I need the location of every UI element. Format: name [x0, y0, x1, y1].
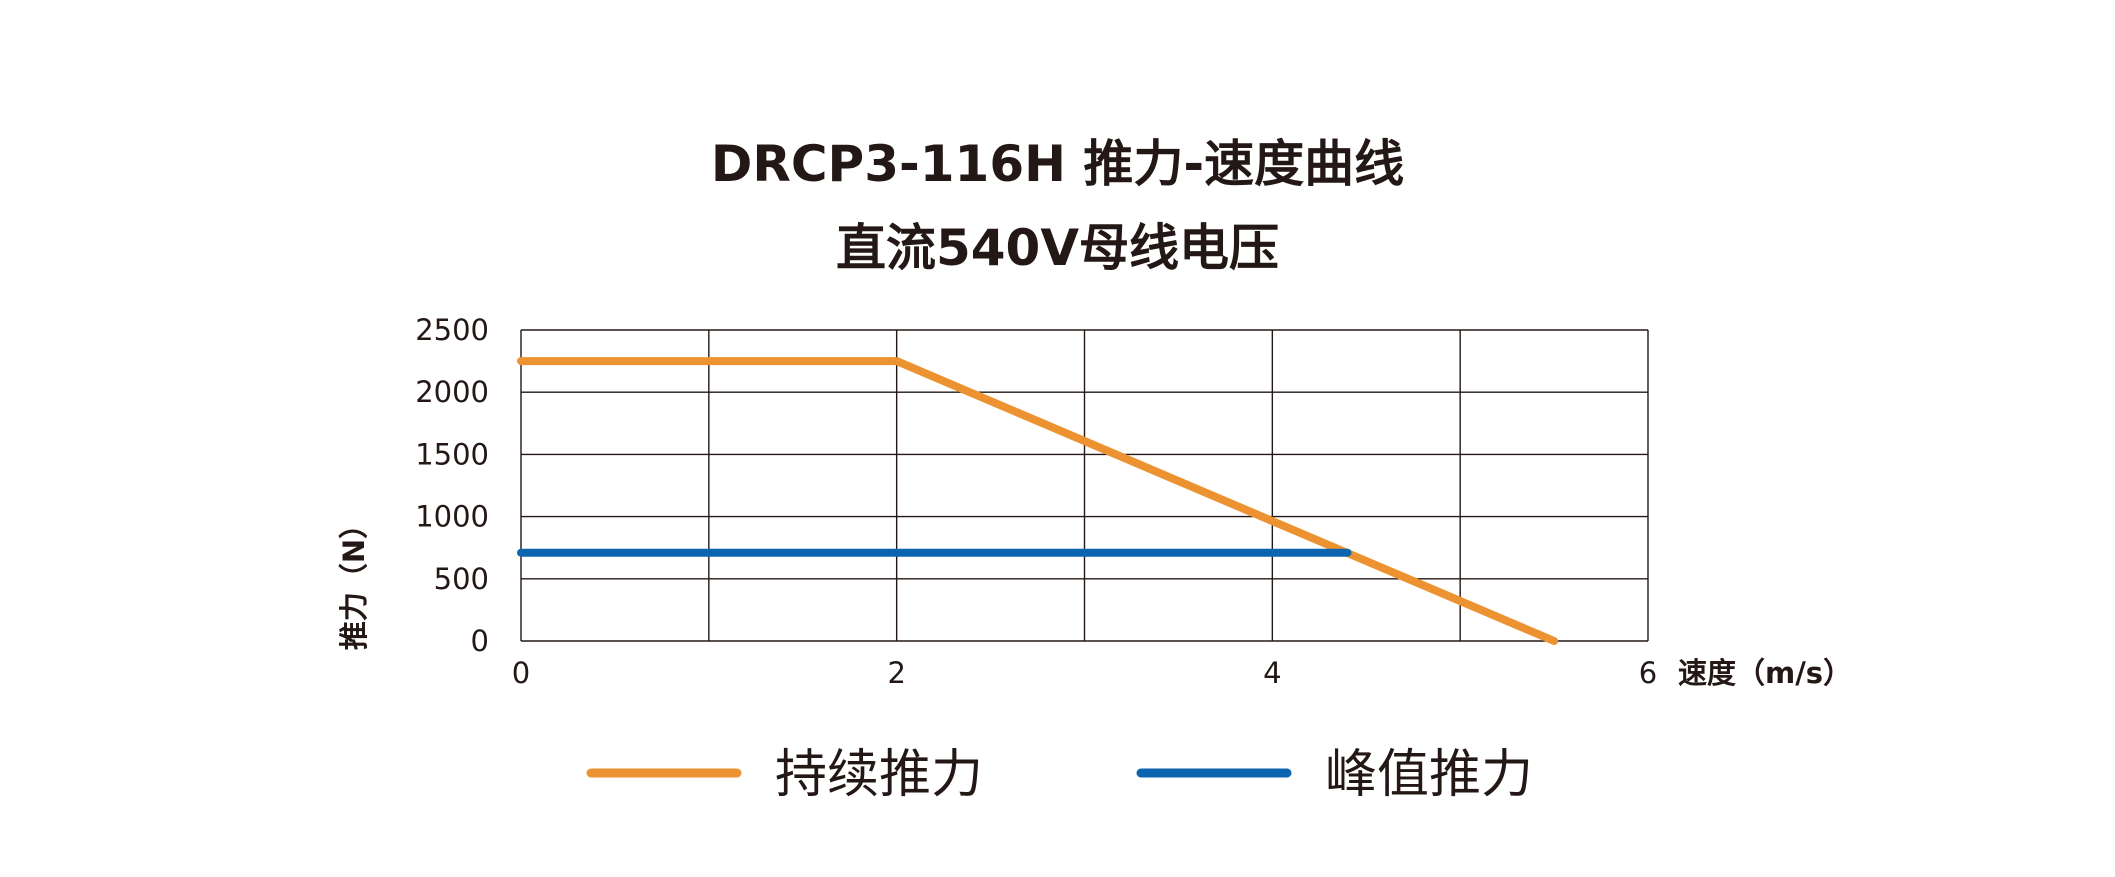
y-tick-labels: 0 500 1000 1500 2000 2500 — [415, 313, 489, 658]
x-tick-label: 6 — [1639, 656, 1657, 690]
grid — [520, 329, 1649, 642]
chart-title-block: DRCP3-116H 推力-速度曲线 直流540V母线电压 — [0, 122, 2115, 290]
series-lines — [517, 357, 1559, 645]
y-tick-label: 500 — [434, 562, 489, 596]
y-tick-label: 1500 — [415, 437, 489, 471]
x-axis-title: 速度（m/s） — [1678, 656, 1852, 690]
x-tick-labels: 0 2 4 6 — [512, 656, 1657, 690]
legend-item: 峰值推力 — [1136, 745, 1533, 805]
series-line-1 — [517, 357, 1559, 645]
chart-title: DRCP3-116H 推力-速度曲线 — [710, 135, 1405, 193]
x-tick-label: 0 — [512, 656, 530, 690]
x-tick-label: 4 — [1263, 656, 1281, 690]
legend-label: 持续推力 — [775, 745, 983, 805]
legend: 持续推力 峰值推力 — [586, 745, 1533, 805]
y-axis-title: 推力（N） — [337, 510, 371, 650]
chart-subtitle: 直流540V母线电压 — [835, 219, 1280, 277]
y-tick-label: 2500 — [415, 313, 489, 347]
y-tick-label: 2000 — [415, 375, 489, 409]
x-tick-label: 2 — [887, 656, 905, 690]
y-tick-label: 1000 — [415, 500, 489, 534]
legend-label: 峰值推力 — [1325, 745, 1533, 805]
legend-item: 持续推力 — [586, 745, 983, 805]
y-tick-label: 0 — [471, 624, 489, 658]
